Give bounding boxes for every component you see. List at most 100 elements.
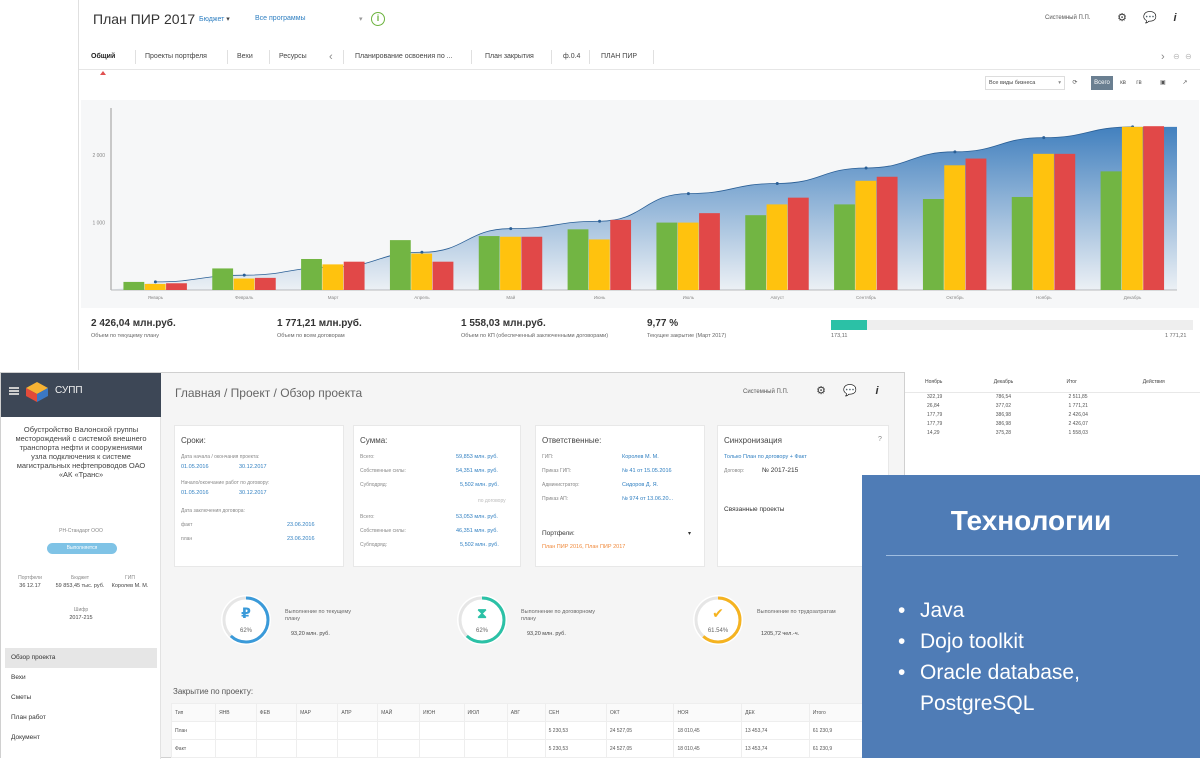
column-header[interactable]: Декабрь bbox=[973, 372, 1047, 393]
admin-value[interactable]: Сидоров Д. Я. bbox=[622, 482, 659, 488]
tab-planning[interactable]: Планирование освоения по ... bbox=[355, 53, 453, 60]
chat-icon[interactable]: 💬 bbox=[1143, 12, 1157, 24]
column-header[interactable]: Итог bbox=[1046, 372, 1123, 393]
column-header[interactable]: ОКТ bbox=[605, 703, 675, 722]
sidebar: СУПП Обустройство Валонской группы место… bbox=[1, 373, 161, 759]
admin-order-label: Приказ АП: bbox=[542, 496, 569, 502]
column-header[interactable]: ИЮЛ bbox=[463, 703, 508, 722]
column-header[interactable]: Действия bbox=[1122, 372, 1200, 393]
tab-resources[interactable]: Ресурсы bbox=[279, 53, 307, 60]
sidebar-item-estimates[interactable]: Сметы bbox=[11, 694, 32, 701]
sidebar-item-overview[interactable]: Обзор проекта bbox=[5, 648, 157, 668]
sum-contract-note: по договору bbox=[478, 498, 506, 504]
table-cell: 322,19 bbox=[927, 393, 943, 400]
chart-type-icon[interactable]: ↗ bbox=[1182, 80, 1188, 86]
sum2-total-label: Всего: bbox=[360, 514, 375, 520]
period-halfyear-button[interactable]: гв bbox=[1136, 80, 1142, 86]
programs-filter[interactable]: Все программы ▾ bbox=[255, 15, 365, 23]
gip-value[interactable]: Королев М. М. bbox=[622, 454, 659, 460]
gip-order-value[interactable]: № 41 от 15.05.2016 bbox=[622, 468, 672, 474]
area-point bbox=[864, 166, 868, 170]
column-header[interactable]: Тип bbox=[170, 703, 217, 722]
list-item: Oracle database, bbox=[898, 657, 1080, 688]
gear-icon[interactable]: ⚙ bbox=[816, 385, 826, 397]
contract-work-end-date[interactable]: 30.12.2017 bbox=[239, 490, 267, 496]
table-cell bbox=[1123, 401, 1200, 410]
gear-icon[interactable]: ⚙ bbox=[1117, 12, 1127, 24]
bar bbox=[411, 253, 433, 290]
column-header[interactable]: АПР bbox=[337, 703, 379, 722]
tab-bar: Общий Проекты портфеля Вехи Ресурсы ‹ Пл… bbox=[79, 44, 1200, 75]
gauge-arc bbox=[694, 596, 742, 644]
table-cell: 18 010,45 bbox=[673, 721, 743, 740]
tab-portfolio-projects[interactable]: Проекты портфеля bbox=[145, 53, 207, 60]
sidebar-item-document[interactable]: Документ bbox=[11, 734, 40, 741]
contract-sign-date-plan[interactable]: 23.06.2016 bbox=[287, 536, 315, 542]
table-cell: 5 230,53 bbox=[544, 739, 607, 758]
table-cell: Факт bbox=[170, 739, 217, 758]
table-cell: 375,28 bbox=[995, 429, 1012, 436]
checkmark-icon: ✔ bbox=[712, 605, 724, 621]
meta-value: 36 12.17 bbox=[19, 583, 41, 589]
summary-contracts-value: 1 771,21 млн.руб. bbox=[277, 318, 362, 329]
tabs-scroll-circle-icon[interactable]: ⊖ bbox=[1173, 52, 1180, 61]
tab-overview[interactable]: Общий bbox=[91, 44, 115, 75]
gauge-value: 93,20 млн. руб. bbox=[291, 631, 330, 637]
contract-work-start-date[interactable]: 01.05.2016 bbox=[181, 490, 209, 496]
help-icon[interactable]: ? bbox=[878, 436, 882, 443]
breadcrumb[interactable]: Главная / Проект / Обзор проекта bbox=[175, 386, 363, 400]
table-cell: 14,29 bbox=[927, 429, 940, 436]
table-cell: 177,79 bbox=[927, 411, 943, 418]
tab-milestones[interactable]: Вехи bbox=[237, 53, 253, 60]
column-header[interactable]: Ноябрь bbox=[905, 372, 974, 393]
sidebar-item-work-plan[interactable]: План работ bbox=[11, 714, 46, 721]
contract-sign-date-fact[interactable]: 23.06.2016 bbox=[287, 522, 315, 528]
area-point bbox=[509, 227, 513, 231]
period-all-button[interactable]: Всего bbox=[1091, 76, 1113, 90]
column-header[interactable]: ДЕК bbox=[741, 703, 810, 722]
project-end-date[interactable]: 30.12.2017 bbox=[239, 464, 267, 470]
column-header[interactable]: МАР bbox=[296, 703, 339, 722]
summary-contracts-label: Объем по всем договорам bbox=[277, 333, 345, 339]
gauge-percent: 61.54% bbox=[707, 628, 729, 634]
business-type-select[interactable]: Все виды бизнеса ▾ bbox=[985, 76, 1065, 90]
tabs-scroll-left-icon[interactable]: ‹ bbox=[329, 51, 333, 63]
export-icon[interactable]: ▣ bbox=[1160, 80, 1166, 86]
help-icon[interactable]: i bbox=[875, 385, 879, 397]
portfolio-value[interactable]: План ПИР 2016, План ПИР 2017 bbox=[542, 544, 626, 550]
column-header[interactable]: ЯНВ bbox=[215, 703, 257, 722]
column-header[interactable]: ФЕВ bbox=[255, 703, 298, 722]
sync-mode-link[interactable]: Только План по договору + Факт bbox=[724, 454, 807, 460]
refresh-icon[interactable]: ⟳ bbox=[1072, 80, 1078, 86]
progress-right-label: 1 771,21 bbox=[1165, 333, 1187, 339]
project-header: Главная / Проект / Обзор проекта Системн… bbox=[161, 373, 906, 413]
chat-icon[interactable]: 💬 bbox=[843, 385, 857, 397]
chevron-down-icon[interactable]: ▾ bbox=[688, 531, 692, 537]
help-icon[interactable]: i bbox=[1173, 12, 1177, 24]
info-icon[interactable]: i bbox=[371, 12, 385, 26]
progress-left-label: 173,11 bbox=[831, 333, 848, 339]
bar bbox=[500, 236, 521, 290]
tabs-scroll-right-icon[interactable]: › bbox=[1161, 51, 1165, 63]
tab-divider bbox=[653, 50, 654, 64]
tab-pir-plan[interactable]: ПЛАН ПИР bbox=[601, 53, 638, 60]
column-header[interactable]: ИЮН bbox=[418, 703, 465, 722]
tab-form-0-4[interactable]: ф.0.4 bbox=[563, 53, 581, 60]
budget-filter[interactable]: Бюджет ▾ bbox=[199, 15, 230, 23]
period-quarter-button[interactable]: кв bbox=[1120, 80, 1126, 86]
admin-order-value[interactable]: № 974 от 13.06.20... bbox=[622, 496, 674, 502]
column-header[interactable]: Итого bbox=[808, 703, 872, 722]
column-header[interactable]: СЕН bbox=[544, 703, 607, 722]
tab-closure-plan[interactable]: План закрытия bbox=[485, 53, 534, 60]
user-name[interactable]: Системный П.П. bbox=[1045, 15, 1091, 21]
sidebar-item-milestones[interactable]: Вехи bbox=[11, 674, 26, 681]
tabs-scroll-circle-icon[interactable]: ⊖ bbox=[1185, 52, 1192, 61]
linked-projects-label: Связанные проекты bbox=[724, 506, 785, 513]
user-name[interactable]: Системный П.П. bbox=[743, 389, 789, 395]
column-header[interactable]: МАЙ bbox=[377, 703, 420, 722]
project-dates-label: Дата начала / окончания проекта: bbox=[181, 454, 260, 460]
column-header[interactable]: АВГ bbox=[506, 703, 546, 722]
project-start-date[interactable]: 01.05.2016 bbox=[181, 464, 209, 470]
column-header[interactable]: НОЯ bbox=[673, 703, 743, 722]
hamburger-menu-icon[interactable] bbox=[9, 387, 19, 395]
